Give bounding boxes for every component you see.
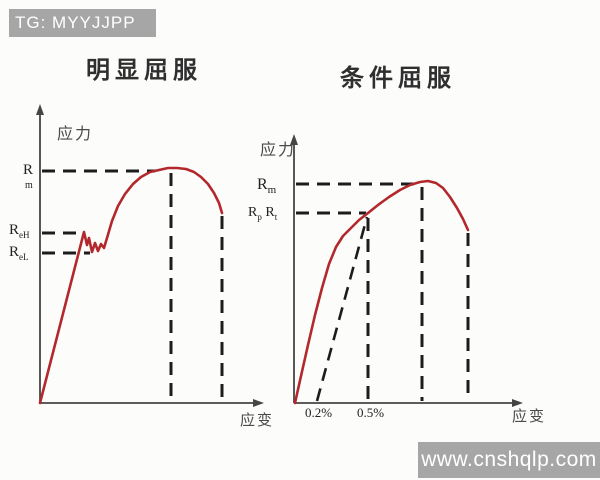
left-chart-title: 明显屈服 <box>86 57 202 84</box>
label-rp-rt: Rp Rt <box>248 206 277 222</box>
label-rel-base: R <box>9 244 20 260</box>
right-chart-title: 条件屈服 <box>340 65 456 92</box>
label-rm-left-base: R <box>23 162 34 178</box>
label-reh-sub: eH <box>19 230 30 240</box>
watermark-telegram: TG: MYYJJPP <box>9 9 156 37</box>
left-x-axis-label: 应变 <box>240 412 275 429</box>
label-reh: ReH <box>9 223 30 240</box>
label-rm-left-sub: m <box>25 180 33 191</box>
tick-0-2-percent: 0.2% <box>305 405 333 420</box>
right-x-axis-label: 应变 <box>512 408 547 425</box>
label-rel-sub: eL <box>19 252 29 262</box>
label-rm-right: Rm <box>257 177 276 196</box>
tick-0-5-percent: 0.5% <box>357 405 385 420</box>
label-rel: ReL <box>9 245 29 262</box>
label-reh-base: R <box>9 222 20 238</box>
label-rp-base: R <box>248 205 258 220</box>
label-rm-left: R m <box>23 163 33 191</box>
label-rt-sub: t <box>274 211 278 222</box>
label-rm-right-base: R <box>257 176 268 193</box>
right-y-axis-label: 应力 <box>260 142 297 159</box>
label-rm-right-sub: m <box>267 184 277 197</box>
label-rp-sub: p <box>257 211 262 222</box>
watermark-website: www.cnshqlp.com <box>418 442 600 478</box>
left-y-axis-label: 应力 <box>57 126 94 143</box>
label-rt-base: R <box>265 205 275 220</box>
